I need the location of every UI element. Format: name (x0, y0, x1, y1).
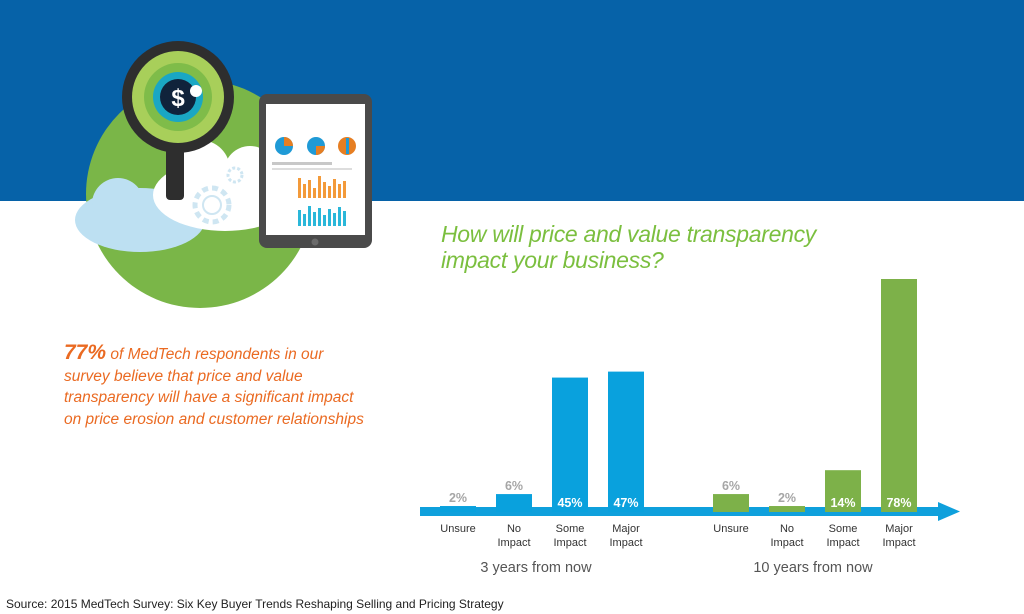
data-label: 6% (505, 479, 523, 493)
category-label: Impact (609, 537, 642, 549)
bar (496, 494, 532, 512)
category-label: Impact (882, 537, 915, 549)
group-label: 10 years from now (753, 560, 873, 576)
category-label: Impact (826, 537, 859, 549)
question-line-2: impact your business? (441, 247, 664, 273)
data-label: 78% (886, 496, 911, 510)
chart-question-title: How will price and value transparency im… (441, 221, 861, 273)
data-label: 47% (613, 496, 638, 510)
bar (440, 506, 476, 512)
data-label: 2% (778, 491, 796, 505)
category-label: Unsure (713, 523, 748, 535)
source-note: Source: 2015 MedTech Survey: Six Key Buy… (6, 597, 504, 611)
category-label: Major (612, 523, 640, 535)
bar (608, 371, 644, 512)
category-label: Some (829, 523, 858, 535)
bar (769, 506, 805, 512)
question-line-1: How will price and value transparency (441, 221, 816, 247)
data-label: 6% (722, 479, 740, 493)
illustration: $ (75, 41, 372, 308)
category-label: Impact (497, 537, 530, 549)
bar (825, 470, 861, 512)
category-label: No (780, 523, 794, 535)
category-label: Some (556, 523, 585, 535)
category-label: No (507, 523, 521, 535)
svg-text:$: $ (171, 85, 185, 112)
bar (552, 377, 588, 512)
x-axis-arrow-head (938, 502, 960, 521)
magnifier-dollar-icon: $ (122, 41, 234, 200)
bar (881, 279, 917, 512)
data-label: 2% (449, 491, 467, 505)
category-label: Impact (553, 537, 586, 549)
callout-stat: 77% (64, 341, 107, 364)
category-label: Impact (770, 537, 803, 549)
category-label: Unsure (440, 523, 475, 535)
callout-body: of MedTech respondents in our survey bel… (64, 346, 364, 428)
data-label: 14% (830, 496, 855, 510)
tablet-dashboard-icon (259, 94, 372, 248)
x-axis-arrow-line (420, 507, 942, 516)
data-label: 45% (557, 496, 582, 510)
bar (713, 494, 749, 512)
callout-text: 77% of MedTech respondents in our survey… (64, 342, 364, 430)
group-label: 3 years from now (480, 560, 592, 576)
category-label: Major (885, 523, 913, 535)
